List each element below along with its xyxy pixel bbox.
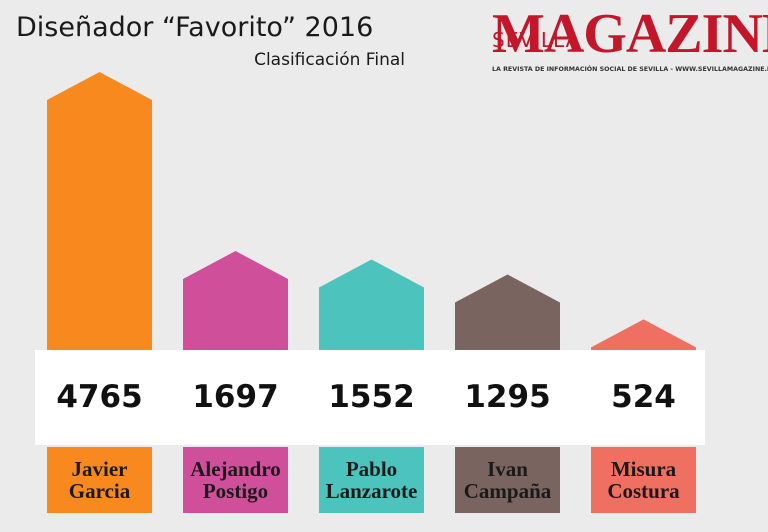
value-label: 524 — [611, 379, 676, 415]
value-label: 1552 — [328, 379, 415, 415]
value-label: 1295 — [464, 379, 551, 415]
logo-sevilla: SEVILLA — [492, 28, 581, 52]
value-label: 4765 — [56, 379, 143, 415]
bar — [591, 319, 696, 350]
bar — [455, 274, 560, 350]
chart-subtitle: Clasificación Final — [254, 50, 405, 70]
value-band — [35, 350, 705, 445]
logo-magazine: MAGAZINE — [492, 3, 768, 65]
category-label: Javier Garcia — [47, 447, 152, 513]
logo-tagline: LA REVISTA DE INFORMACIÓN SOCIAL DE SEVI… — [492, 66, 768, 73]
category-label: Ivan Campaña — [455, 447, 560, 513]
category-label: Pablo Lanzarote — [319, 447, 424, 513]
bar — [183, 250, 288, 350]
bar — [47, 72, 152, 350]
category-label: Misura Costura — [591, 447, 696, 513]
value-label: 1697 — [192, 379, 279, 415]
bar — [319, 259, 424, 350]
chart-title: Diseñador “Favorito” 2016 — [16, 12, 374, 43]
category-label: Alejandro Postigo — [183, 447, 288, 513]
